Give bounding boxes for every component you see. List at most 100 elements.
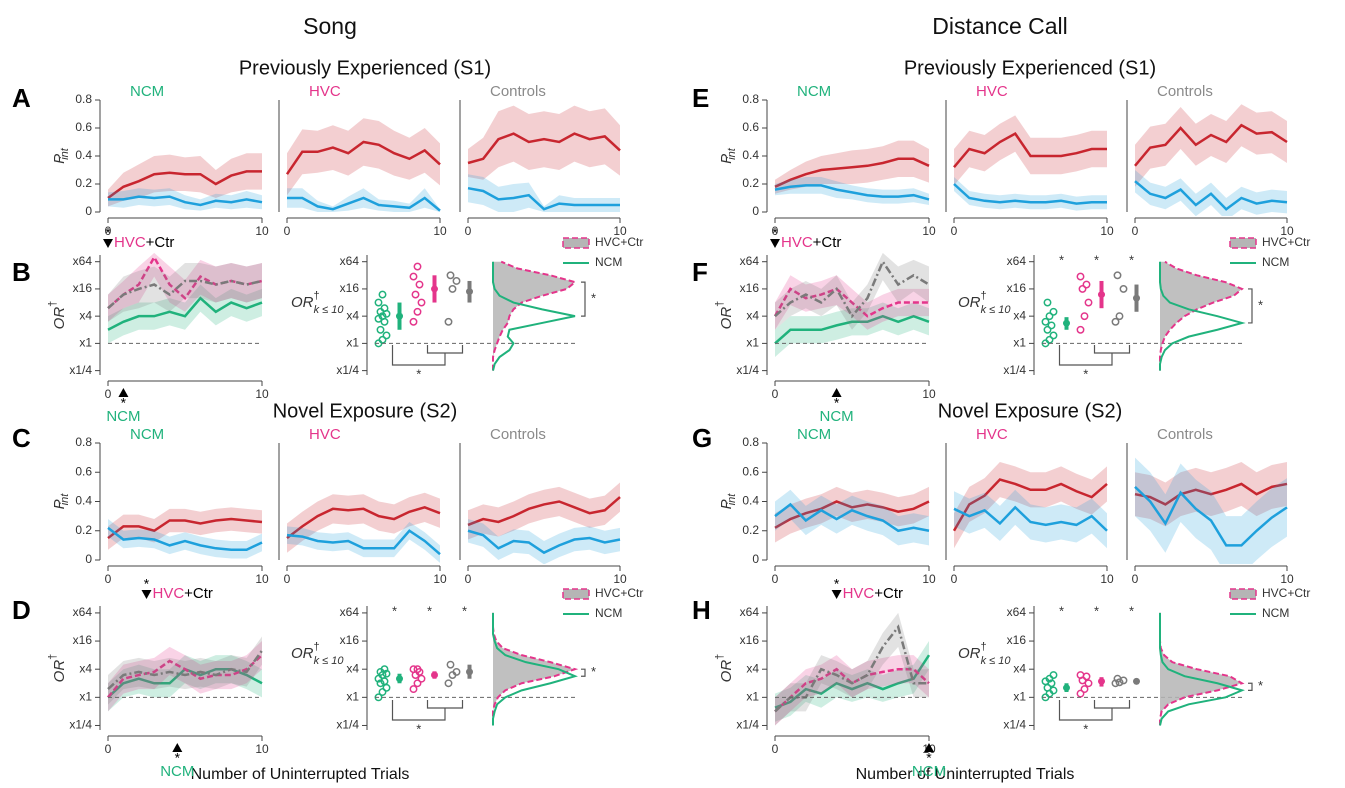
y-axis-label-sub: int xyxy=(59,147,71,160)
section-title: Novel Exposure (S2) xyxy=(938,400,1123,422)
y-axis-label-main: OR xyxy=(958,294,981,311)
data-point xyxy=(1041,317,1050,326)
x-tick-label: 0 xyxy=(284,224,291,238)
comparison-bracket xyxy=(391,700,464,721)
series-line xyxy=(107,170,262,200)
data-point xyxy=(452,277,461,285)
x-tick-label: 0 xyxy=(105,742,112,756)
confidence-band xyxy=(468,105,620,180)
plot-area xyxy=(374,660,473,702)
density-line xyxy=(492,612,579,726)
y-tick-label: 0.8 xyxy=(742,92,759,106)
data-point xyxy=(413,665,422,674)
series-line xyxy=(773,287,929,318)
legend-label: NCM xyxy=(1262,255,1289,269)
significance-star: * xyxy=(392,603,397,618)
y-axis-label-sup: † xyxy=(314,641,320,653)
x-tick-label: 0 xyxy=(1132,224,1139,238)
series-line xyxy=(107,649,264,691)
confidence-band xyxy=(468,482,620,540)
x-tick-label: 10 xyxy=(613,224,627,238)
data-point xyxy=(411,290,420,299)
y-tick-label: x1 xyxy=(746,336,759,350)
confidence-band xyxy=(108,284,262,344)
data-point xyxy=(415,280,424,289)
confidence-band xyxy=(775,641,929,722)
mean-point xyxy=(1063,319,1070,327)
confidence-band xyxy=(108,262,262,322)
confidence-band xyxy=(108,188,262,211)
data-point xyxy=(1043,325,1052,334)
y-tick-label: 0.6 xyxy=(75,120,92,134)
data-point xyxy=(1084,679,1093,688)
x-axis-label: Number of Uninterrupted Trials xyxy=(191,766,410,783)
data-point xyxy=(409,685,418,694)
y-tick-label: x4 xyxy=(746,308,759,322)
data-point xyxy=(413,679,422,688)
marker-triangle xyxy=(770,239,780,248)
series-line xyxy=(467,529,621,555)
y-tick-label: x16 xyxy=(340,281,360,295)
series-line xyxy=(1134,482,1288,506)
y-axis-label-sub: k ≤ 10 xyxy=(314,655,345,667)
x-tick-label: 10 xyxy=(255,572,269,586)
y-tick-label: x16 xyxy=(1007,633,1027,647)
plot-area xyxy=(107,252,263,344)
y-axis-label: OR† k ≤ 10 xyxy=(291,290,344,316)
data-point xyxy=(378,688,387,696)
significance-star: * xyxy=(427,603,432,618)
x-tick-label: 0 xyxy=(951,224,958,238)
data-point xyxy=(1049,307,1058,316)
data-point xyxy=(444,679,453,688)
y-tick-label: x1 xyxy=(79,690,92,704)
mean-point xyxy=(1133,294,1140,302)
y-axis-label-sub: k ≤ 10 xyxy=(981,655,1012,667)
series-line xyxy=(774,259,930,319)
data-point xyxy=(382,331,391,340)
series-line xyxy=(286,506,441,540)
section-title: Previously Experienced (S1) xyxy=(239,57,491,79)
y-tick-label: x1 xyxy=(346,336,359,350)
x-tick-label: 10 xyxy=(255,742,269,756)
series-line xyxy=(774,502,930,533)
y-tick-label: x4 xyxy=(1013,308,1026,322)
density-line xyxy=(492,612,578,726)
plot-area xyxy=(1134,457,1288,564)
marker-triangle xyxy=(118,388,129,397)
legend-swatch xyxy=(1229,237,1257,249)
annotation-suffix: +Ctr xyxy=(146,234,175,251)
annotation-name: NCM xyxy=(820,408,854,425)
y-tick-label: x64 xyxy=(73,254,93,268)
y-axis-label-sup: † xyxy=(714,301,726,307)
comparison-star: * xyxy=(591,664,596,679)
mean-point xyxy=(466,288,473,296)
y-tick-label: 0.2 xyxy=(742,523,759,537)
confidence-band xyxy=(954,115,1107,186)
legend-label: HVC+Ctr xyxy=(595,586,643,600)
data-point xyxy=(1113,271,1122,280)
data-point xyxy=(413,307,422,316)
plot-area xyxy=(1041,671,1140,702)
data-point xyxy=(1111,317,1120,326)
confidence-band xyxy=(954,489,1107,549)
y-axis-label: Pint xyxy=(718,147,738,164)
data-point xyxy=(444,317,453,326)
data-point xyxy=(1076,689,1085,698)
data-point xyxy=(380,304,389,313)
series-line xyxy=(467,496,621,527)
confidence-band xyxy=(287,492,440,553)
significance-star: * xyxy=(1059,252,1064,267)
significance-star: * xyxy=(1129,252,1134,267)
series-line xyxy=(774,314,930,345)
chart-title: NCM xyxy=(797,426,831,443)
x-tick-label: 0 xyxy=(284,572,291,586)
data-point xyxy=(452,667,461,676)
data-point xyxy=(409,272,418,281)
y-axis-label-sub: k ≤ 10 xyxy=(981,304,1012,316)
series-line xyxy=(467,132,621,165)
x-tick-label: 0 xyxy=(105,224,112,238)
y-tick-label: 0.4 xyxy=(742,148,759,162)
x-tick-label: 0 xyxy=(772,572,779,586)
series-line xyxy=(107,296,263,331)
comparison-star: * xyxy=(1083,366,1088,381)
